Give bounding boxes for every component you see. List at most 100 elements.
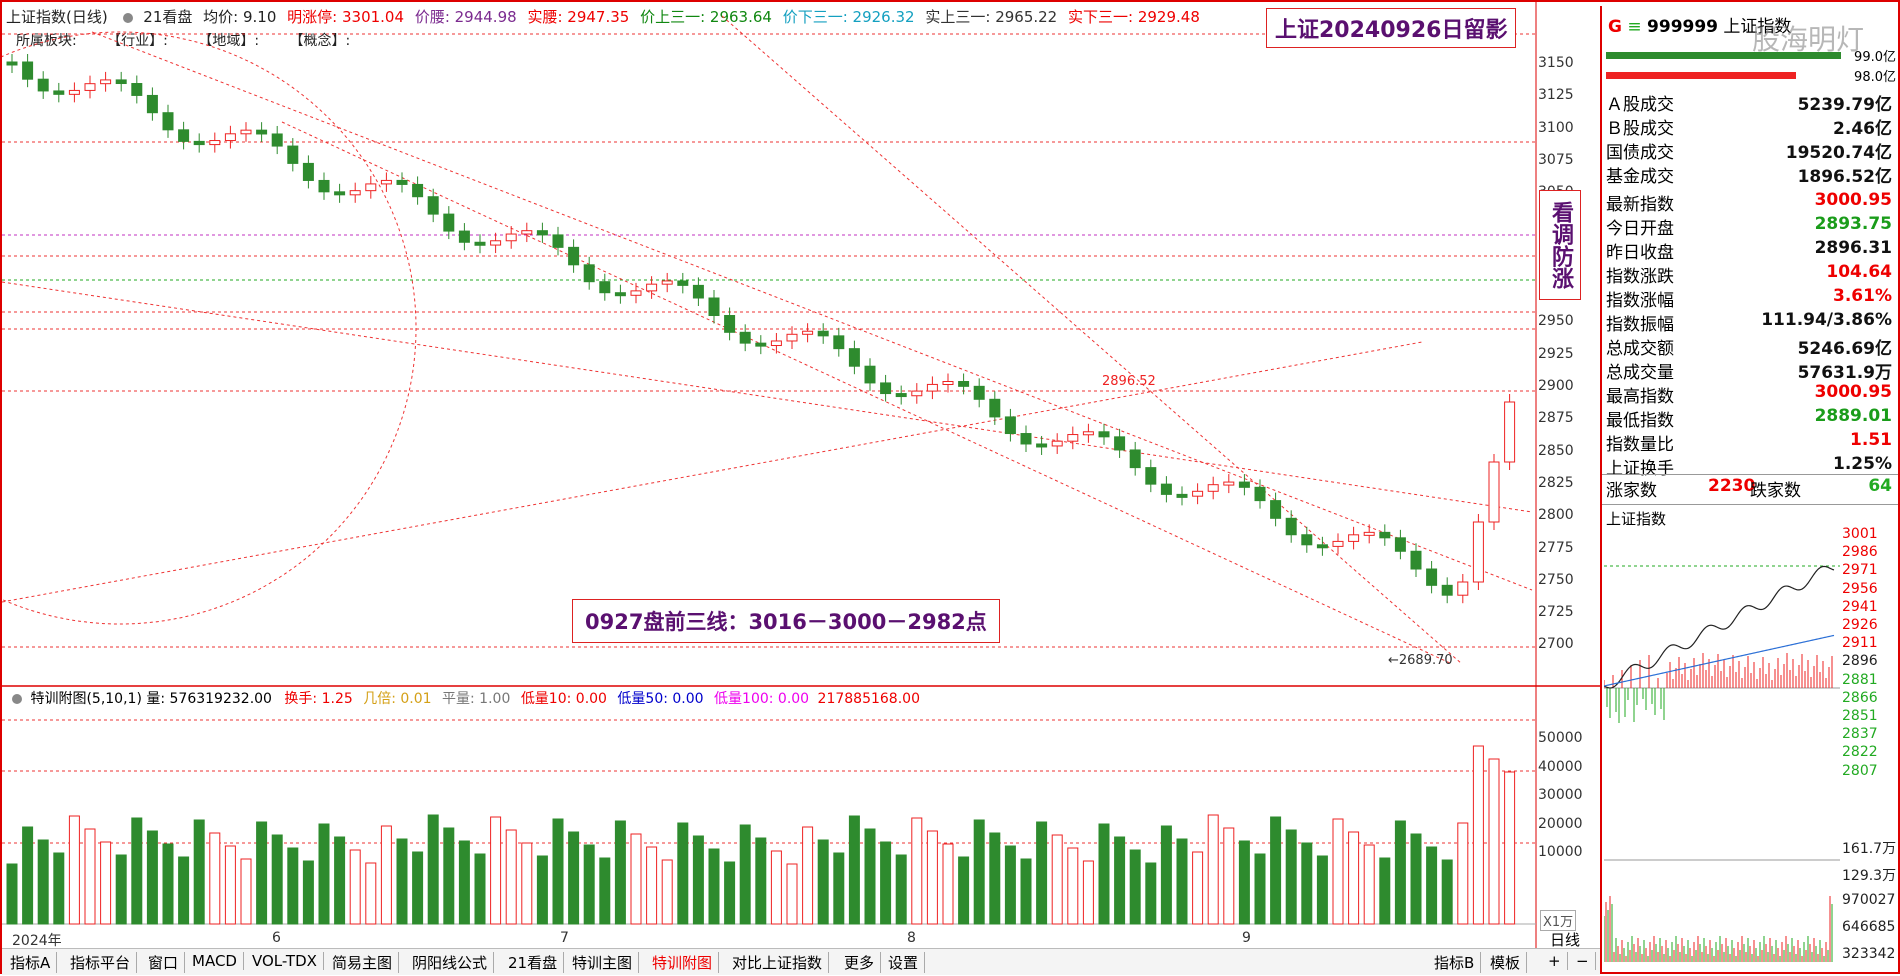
tab-10[interactable]: 对比上证指数 (732, 952, 830, 973)
tab-5[interactable]: 简易主图 (332, 952, 400, 973)
candle-body (349, 190, 361, 196)
tab-1[interactable]: 指标平台 (70, 952, 138, 973)
region-label[interactable]: 【地域】: (198, 33, 260, 49)
volume-bar (599, 857, 611, 925)
vol-title[interactable]: 特训附图(5,10,1) (30, 691, 142, 707)
volume-bar (1316, 855, 1328, 925)
tab-4[interactable]: VOL-TDX (252, 952, 324, 970)
volume-bar (1098, 823, 1110, 925)
candle-body (786, 333, 798, 342)
volume-bar (1160, 825, 1172, 925)
price-tick: 2875 (1538, 410, 1574, 427)
mini-price-tick: 2822 (1842, 744, 1878, 761)
volume-bar (1036, 821, 1048, 925)
period-label[interactable]: 21看盘 (143, 8, 193, 26)
minus-button[interactable]: − (1576, 952, 1596, 970)
candle-body (53, 90, 65, 95)
mini-chart-svg[interactable] (1604, 526, 1840, 966)
volume-bar (1348, 831, 1360, 925)
up-count: 2230 (1708, 476, 1756, 496)
tab-3[interactable]: MACD (192, 952, 244, 970)
tab-8[interactable]: 特训主图 (572, 952, 640, 973)
tab-12[interactable]: 设置 (888, 952, 926, 973)
candle-body (365, 183, 377, 192)
candle-body (1067, 434, 1079, 442)
candle-body (1379, 531, 1391, 539)
concept-label[interactable]: 【概念】: (289, 33, 351, 49)
price-tick: 2725 (1538, 604, 1574, 621)
tab-11[interactable]: 更多 (844, 952, 882, 973)
volume-bar (209, 832, 221, 925)
candle-body (271, 133, 283, 147)
low50-value: 低量50: 0.00 (617, 691, 704, 707)
candle-body (1285, 517, 1297, 536)
stat-row: 最低指数 2889.01 (1606, 406, 1892, 431)
volume-bar (646, 846, 658, 925)
candle-body (334, 191, 346, 196)
gear-icon[interactable] (12, 694, 22, 704)
candle-body (1004, 416, 1016, 435)
volume-tick: 40000 (1538, 758, 1583, 775)
volume-bar (630, 833, 642, 925)
price-tick: 3100 (1538, 119, 1574, 136)
main-chart-svg[interactable]: 2896.52 ←2689.70 (2, 2, 1600, 976)
price-tick: 2850 (1538, 442, 1574, 459)
industry-label[interactable]: 【行业】: (107, 33, 168, 49)
tab-2[interactable]: 窗口 (148, 952, 186, 973)
volume-bar (474, 853, 486, 925)
candle-body (895, 393, 907, 398)
volume-bar (568, 831, 580, 925)
mini-price-tick: 2926 (1842, 617, 1878, 633)
price-tick: 2950 (1538, 313, 1574, 330)
tab-7[interactable]: 21看盘 (508, 952, 565, 973)
stat-row: 指数振幅 111.94/3.86% (1606, 310, 1892, 335)
candle-body (412, 183, 424, 198)
candle-body (802, 330, 814, 335)
candle-body (536, 230, 548, 236)
volume-bar (1394, 820, 1406, 925)
last-value: 217885168.00 (817, 691, 920, 707)
gear-icon[interactable] (122, 12, 133, 23)
price-tick: 3150 (1538, 55, 1574, 71)
g-icon[interactable]: G (1608, 17, 1622, 37)
candle-body (1254, 486, 1266, 502)
tab-template[interactable]: 模板 (1490, 952, 1528, 973)
candle-body (1036, 443, 1048, 448)
price-tick: 2925 (1538, 345, 1574, 362)
low10-value: 低量10: 0.00 (520, 691, 607, 707)
tab-indicator-b[interactable]: 指标B (1434, 952, 1482, 973)
level-label: 2896.52 (1102, 374, 1156, 389)
volume-bar (1410, 833, 1422, 925)
volume-bar (1238, 840, 1250, 925)
volume-bar (287, 847, 299, 925)
volume-bar (256, 821, 268, 925)
volume-bar (443, 827, 455, 925)
volume-bar (724, 861, 736, 925)
volume-bar (1082, 860, 1094, 925)
trend-line (2, 341, 1423, 603)
volume-bar (131, 817, 143, 925)
volume-bar (458, 840, 470, 925)
candle-body (1472, 521, 1484, 583)
tab-0[interactable]: 指标A (10, 952, 58, 973)
volume-bar (817, 839, 829, 925)
tab-6[interactable]: 阴阳线公式 (412, 952, 495, 973)
period-tab[interactable]: 日线 (1550, 931, 1581, 949)
candle-body (614, 292, 626, 297)
candle-body (1098, 431, 1110, 438)
menu-icon[interactable]: ≡ (1627, 17, 1642, 37)
candle-body (1238, 481, 1250, 488)
candle-body (973, 385, 985, 400)
candle-body (256, 129, 268, 135)
plus-button[interactable]: + (1548, 952, 1568, 970)
tab-9[interactable]: 特训附图 (652, 952, 720, 973)
limit-up-label: 明涨停: 3301.04 (287, 8, 405, 26)
volume-bar (1176, 838, 1188, 925)
volume-tick: 20000 (1538, 815, 1583, 832)
candle-body (178, 129, 190, 142)
candle-body (1114, 436, 1126, 451)
mini-vol-tick: 646685 (1842, 919, 1896, 935)
price-down3-label: 价下三一: 2926.32 (782, 8, 915, 26)
volume-bar (365, 862, 377, 925)
volume-bar (1363, 844, 1375, 925)
